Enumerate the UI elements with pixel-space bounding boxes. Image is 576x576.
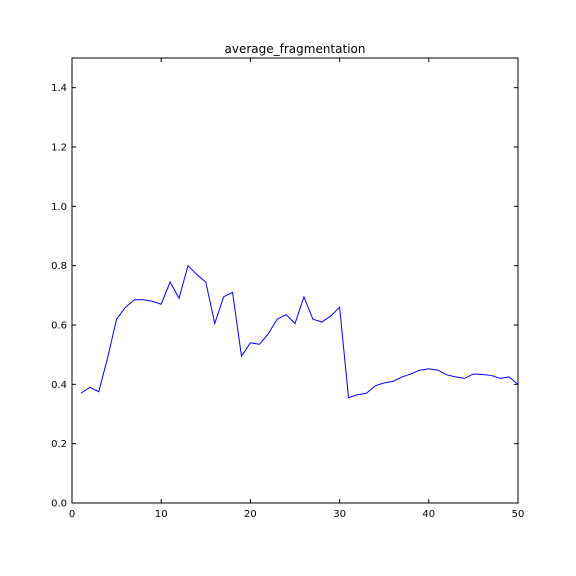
y-tick-label: 1.4 xyxy=(51,83,67,94)
y-tick-label: 1.2 xyxy=(51,143,67,154)
x-tick-label: 40 xyxy=(422,509,435,520)
x-tick-label: 0 xyxy=(69,509,75,520)
chart-title: average_fragmentation xyxy=(225,42,366,56)
y-tick-label: 0.4 xyxy=(51,380,67,391)
y-tick-label: 0.8 xyxy=(51,261,67,272)
y-tick-label: 0.0 xyxy=(51,499,67,510)
x-tick-label: 30 xyxy=(333,509,346,520)
y-tick-label: 0.2 xyxy=(51,439,67,450)
plot-frame xyxy=(71,57,519,504)
x-tick-label: 50 xyxy=(512,509,525,520)
series-line xyxy=(80,264,519,399)
x-tick-label: 10 xyxy=(155,509,168,520)
y-tick-label: 1.0 xyxy=(51,202,67,213)
x-tick-label: 20 xyxy=(244,509,257,520)
y-tick-label: 0.6 xyxy=(51,321,67,332)
plot-area xyxy=(72,58,518,503)
